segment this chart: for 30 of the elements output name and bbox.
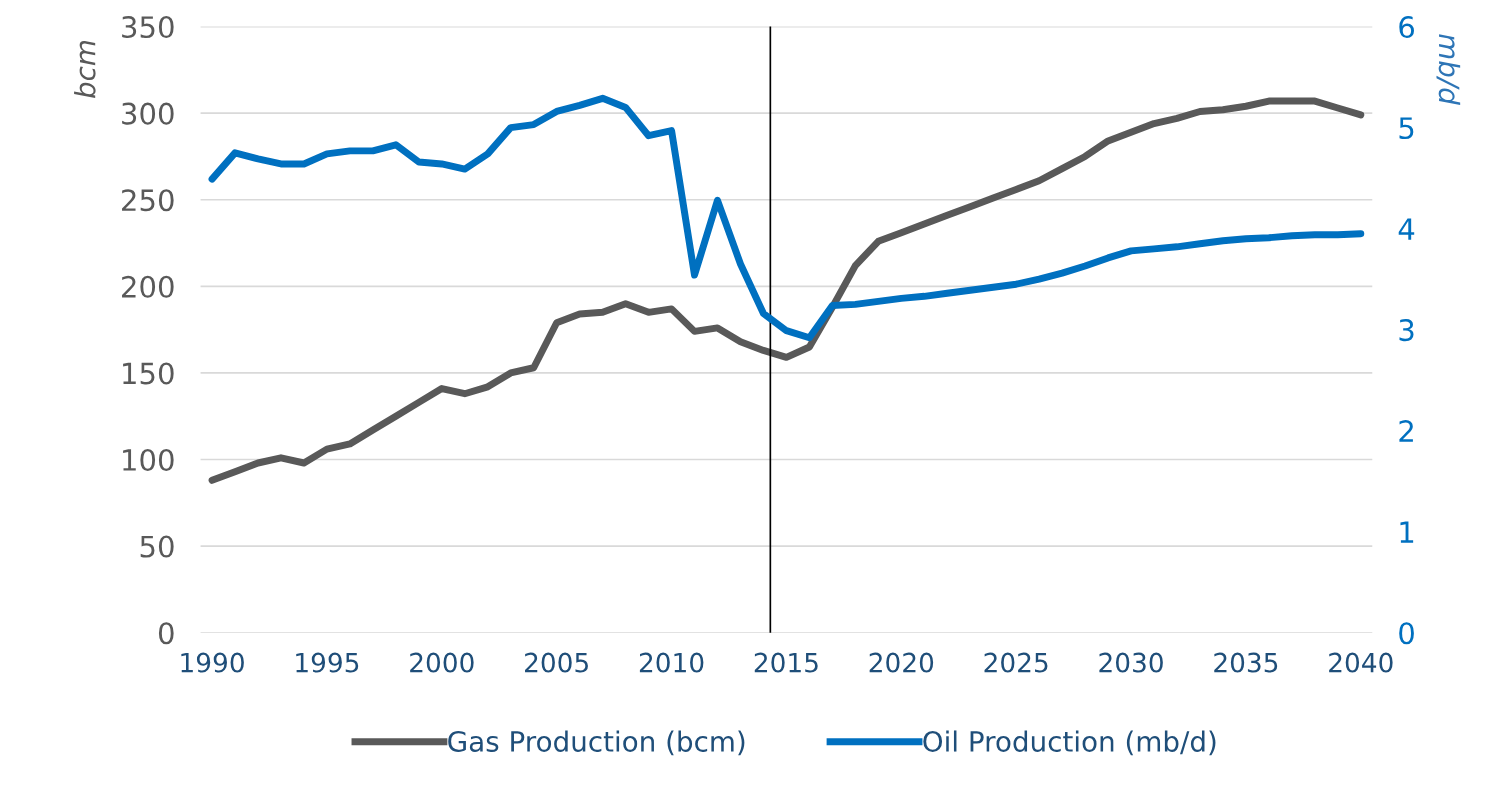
x-tick-label: 2015: [754, 652, 818, 673]
y-tick-label: 350: [122, 16, 174, 39]
x-tick-label: 2005: [525, 652, 588, 673]
legend-label: Gas Production (bcm): [448, 730, 745, 756]
x-tick-label: 2000: [410, 652, 474, 673]
y2-tick-label: 4: [1398, 218, 1415, 240]
y2-tick-label: 0: [1399, 622, 1414, 645]
y2-tick-label: 2: [1399, 420, 1413, 442]
y-tick-label: 250: [122, 189, 174, 212]
x-tick-label: 1995: [296, 652, 359, 673]
y2-tick-label: 6: [1399, 16, 1414, 39]
y2-tick-label: 1: [1400, 521, 1414, 543]
x-tick-label: 1990: [181, 652, 244, 673]
y-tick-label: 200: [122, 275, 174, 298]
y-tick-label: 100: [123, 448, 174, 472]
y-tick-label: 50: [140, 535, 174, 558]
x-tick-label: 2040: [1329, 652, 1393, 673]
y-tick-label: 300: [122, 102, 174, 125]
y2-axis-title: mb/d: [1436, 34, 1461, 105]
y-tick-label: 150: [123, 362, 174, 385]
x-tick-label: 2010: [639, 652, 704, 673]
x-tick-label: 2030: [1099, 652, 1163, 673]
x-tick-label: 2025: [984, 652, 1048, 673]
y-tick-label: 0: [158, 622, 174, 645]
y2-tick-label: 5: [1399, 117, 1414, 140]
x-tick-label: 2035: [1214, 652, 1278, 673]
y2-tick-label: 3: [1399, 319, 1414, 342]
legend-label: Oil Production (mb/d): [923, 730, 1216, 756]
x-tick-label: 2020: [869, 652, 934, 673]
y-axis-title: bcm: [74, 40, 96, 99]
